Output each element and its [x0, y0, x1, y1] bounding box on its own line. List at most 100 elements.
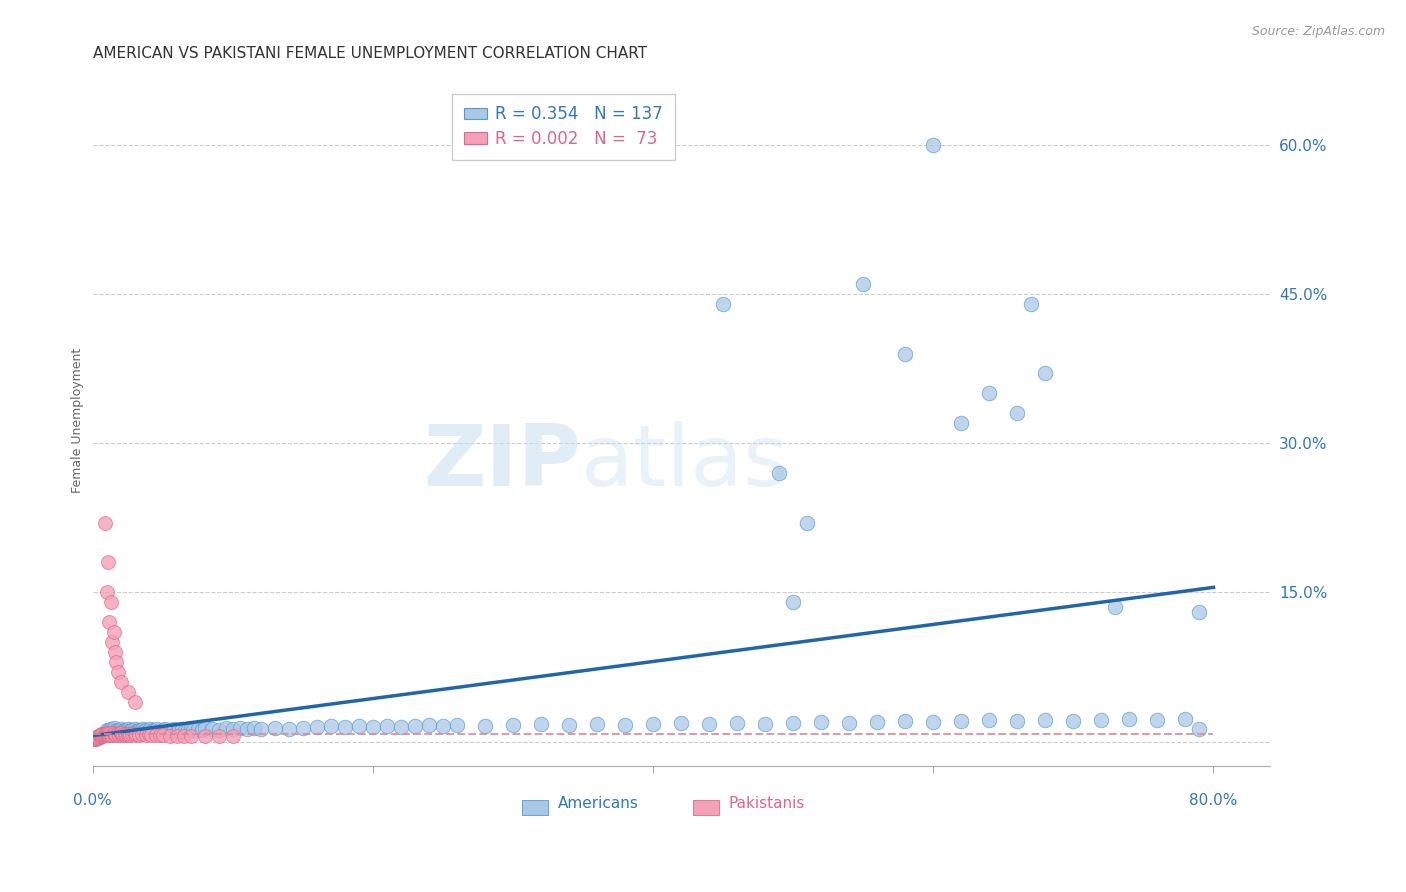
Point — [145, 724, 167, 739]
Point — [183, 723, 205, 737]
Point — [155, 722, 177, 736]
Text: Americans: Americans — [557, 797, 638, 812]
Point — [86, 730, 108, 744]
Point — [135, 728, 157, 742]
Point — [725, 715, 748, 730]
Point — [152, 728, 174, 742]
Point — [97, 724, 120, 739]
Point — [105, 724, 128, 739]
Point — [103, 724, 125, 739]
Point — [94, 516, 117, 530]
Point — [375, 719, 398, 733]
Point — [84, 731, 107, 746]
Point — [100, 725, 122, 739]
Point — [111, 728, 134, 742]
Point — [852, 277, 875, 291]
Point — [120, 728, 142, 742]
Point — [446, 717, 468, 731]
Point — [93, 726, 115, 740]
Point — [108, 728, 131, 742]
Point — [124, 728, 146, 742]
Point — [94, 726, 117, 740]
Point — [114, 728, 136, 742]
Point — [866, 714, 889, 729]
Point — [319, 719, 342, 733]
Point — [100, 724, 122, 739]
Point — [96, 723, 118, 737]
Point — [104, 723, 127, 738]
Point — [96, 726, 118, 740]
Point — [418, 717, 440, 731]
Point — [90, 726, 112, 740]
Point — [110, 674, 132, 689]
Point — [127, 724, 149, 739]
Point — [91, 728, 114, 742]
FancyBboxPatch shape — [522, 799, 548, 815]
Point — [125, 723, 148, 738]
Point — [194, 721, 217, 735]
Point — [103, 725, 125, 739]
Point — [98, 725, 121, 739]
Point — [89, 729, 111, 743]
Point — [96, 724, 118, 739]
Point — [1021, 297, 1043, 311]
Point — [103, 723, 125, 737]
Point — [100, 728, 122, 742]
Point — [614, 717, 637, 731]
Point — [950, 416, 973, 430]
Point — [89, 730, 111, 744]
Point — [187, 722, 209, 736]
Point — [149, 724, 172, 739]
Point — [110, 722, 132, 736]
Point — [105, 728, 128, 742]
Point — [94, 728, 117, 742]
Point — [110, 726, 132, 740]
Point — [124, 695, 146, 709]
Point — [922, 137, 945, 152]
Point — [120, 724, 142, 739]
Point — [474, 719, 496, 733]
Point — [101, 723, 124, 738]
Point — [166, 723, 188, 738]
Point — [89, 728, 111, 742]
Point — [104, 645, 127, 659]
Point — [558, 717, 581, 731]
Text: atlas: atlas — [581, 421, 789, 504]
Point — [143, 723, 166, 738]
Point — [894, 346, 917, 360]
Point — [1118, 712, 1140, 726]
Point — [669, 715, 692, 730]
Point — [117, 685, 139, 699]
Point — [141, 724, 163, 739]
Point — [263, 721, 285, 735]
Point — [96, 728, 118, 742]
Point — [1007, 714, 1029, 728]
Point — [132, 722, 155, 736]
Point — [1188, 722, 1211, 736]
Point — [94, 726, 117, 740]
Point — [90, 728, 112, 742]
Point — [173, 729, 195, 743]
Point — [145, 728, 167, 742]
FancyBboxPatch shape — [693, 799, 718, 815]
Point — [91, 726, 114, 740]
Point — [796, 516, 818, 530]
Point — [291, 721, 314, 735]
Point — [711, 297, 734, 311]
Point — [107, 665, 129, 679]
Point — [96, 726, 118, 740]
Point — [101, 635, 124, 649]
Point — [128, 728, 150, 742]
Point — [107, 723, 129, 737]
Point — [1033, 713, 1056, 727]
Point — [333, 720, 356, 734]
Point — [83, 731, 105, 746]
Text: ZIP: ZIP — [423, 421, 581, 504]
Point — [98, 615, 121, 630]
Point — [697, 716, 720, 731]
Point — [107, 726, 129, 740]
Point — [163, 722, 186, 736]
Point — [979, 386, 1001, 401]
Point — [103, 726, 125, 740]
Point — [98, 728, 121, 742]
